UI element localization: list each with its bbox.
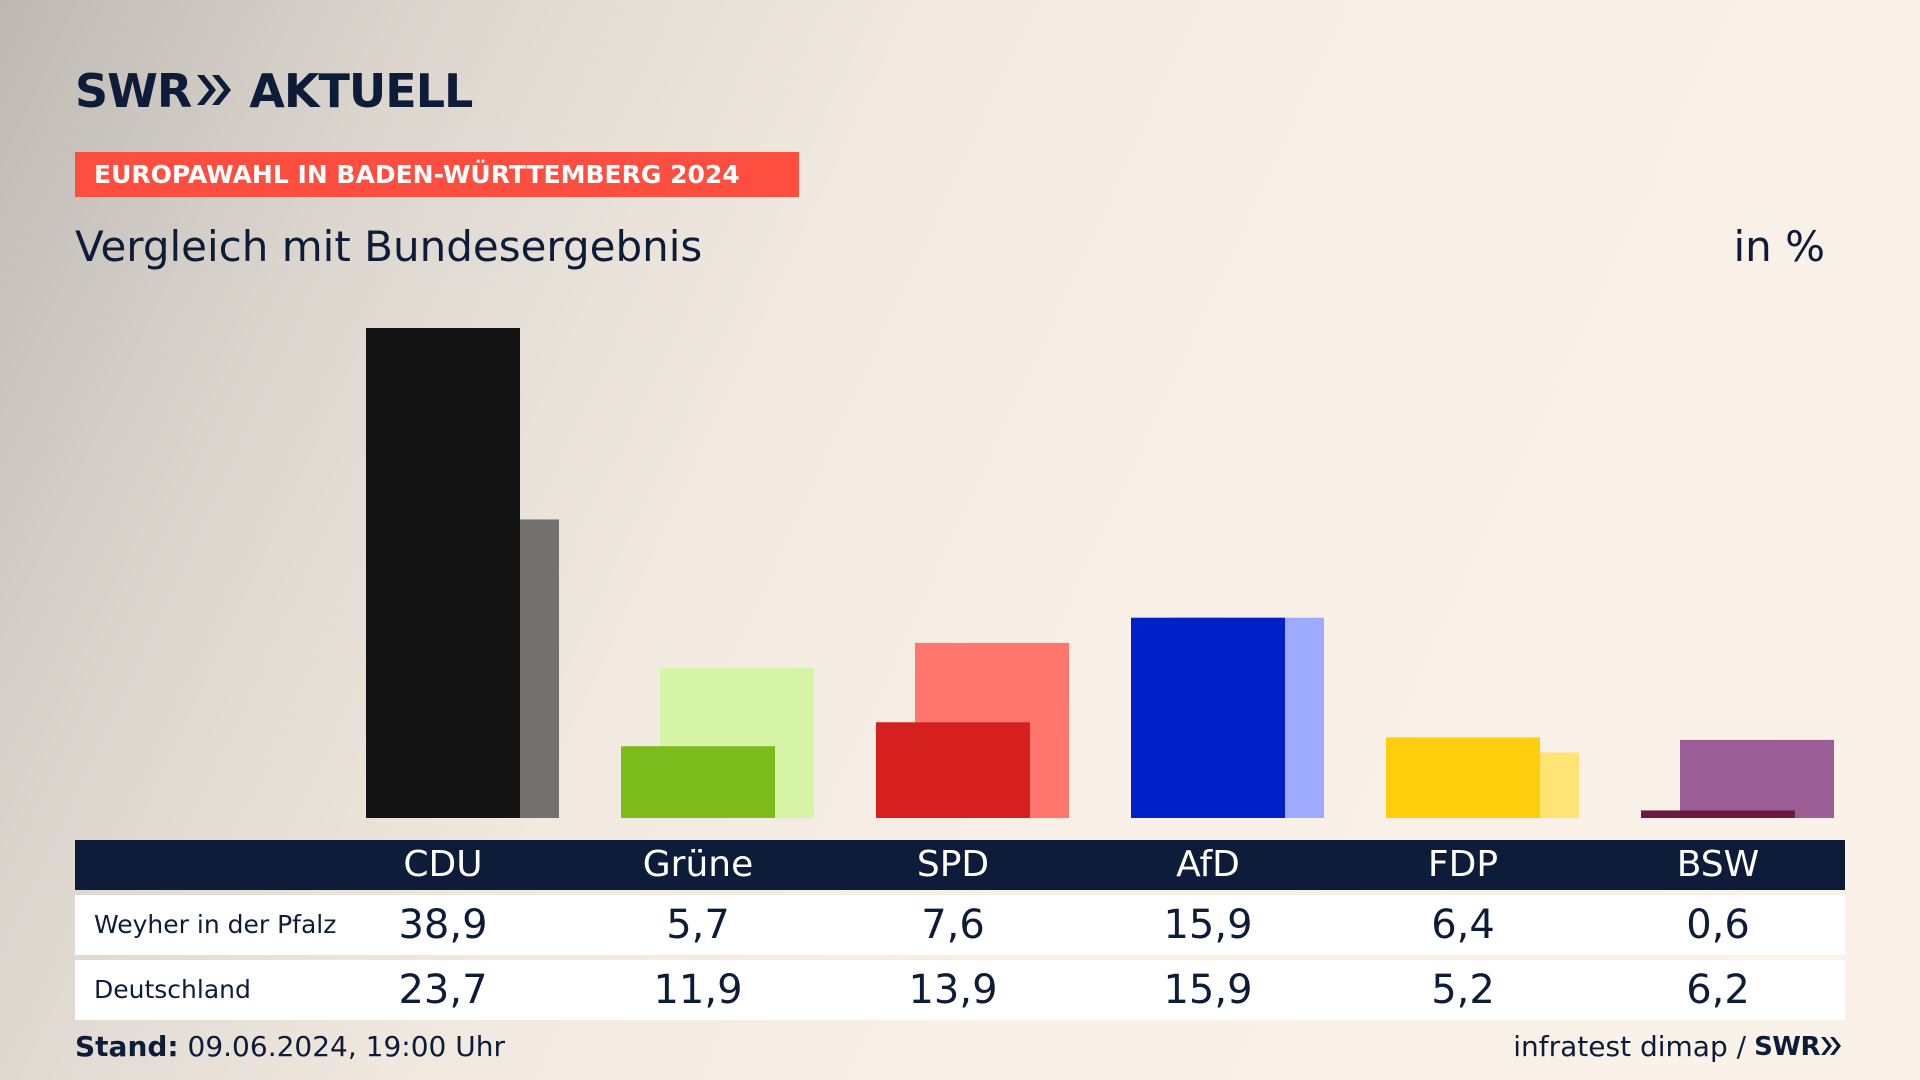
value-cdu-local: 38,9	[398, 902, 488, 948]
bar-bsw-local	[1641, 810, 1795, 818]
row-label-local: Weyher in der Pfalz	[94, 910, 337, 939]
party-label-cdu: CDU	[403, 844, 483, 885]
swr-logo-small: SWR	[1754, 1031, 1820, 1062]
party-label-afd: AfD	[1176, 844, 1240, 885]
value-bsw-national: 6,2	[1686, 967, 1750, 1013]
value-bsw-local: 0,6	[1686, 902, 1750, 948]
logo-brand: SWR	[75, 64, 192, 118]
source-credit: infratest dimap / SWR	[1513, 1030, 1842, 1063]
bar-spd-local	[876, 722, 1030, 818]
table-row: Weyher in der Pfalz 38,9 5,7 7,6 15,9 6,4 0,6	[75, 895, 1845, 955]
election-banner: EUROPAWAHL IN BADEN-WÜRTTEMBERG 2024	[75, 152, 799, 197]
value-spd-local: 7,6	[921, 902, 985, 948]
value-afd-local: 15,9	[1163, 902, 1253, 948]
double-chevron-right-icon	[1820, 1030, 1842, 1063]
bar-fdp-local	[1386, 737, 1540, 818]
table-header-row: CDU Grüne SPD AfD FDP BSW	[75, 840, 1845, 890]
party-label-fdp: FDP	[1427, 844, 1499, 885]
bar-gruene-local	[621, 746, 775, 818]
logo-suffix: AKTUELL	[249, 64, 473, 118]
double-chevron-right-icon	[195, 64, 233, 118]
row-label-national: Deutschland	[94, 975, 251, 1004]
table-row: Deutschland 23,7 11,9 13,9 15,9 5,2 6,2	[75, 960, 1845, 1020]
bar-afd-local	[1131, 617, 1285, 818]
party-label-gruene: Grüne	[642, 844, 754, 885]
stand-value: 09.06.2024, 19:00 Uhr	[187, 1030, 505, 1063]
stand-label: Stand:	[75, 1030, 179, 1063]
value-spd-national: 13,9	[908, 967, 998, 1013]
unit-label: in %	[1733, 222, 1825, 271]
value-fdp-local: 6,4	[1431, 902, 1495, 948]
value-gruene-national: 11,9	[653, 967, 743, 1013]
value-gruene-local: 5,7	[666, 902, 730, 948]
results-table: CDU Grüne SPD AfD FDP BSW Weyher in der Pfalz…	[75, 840, 1845, 1020]
bar-bsw-national	[1680, 739, 1834, 818]
source-text: infratest dimap /	[1513, 1030, 1747, 1063]
value-cdu-national: 23,7	[398, 967, 488, 1013]
party-label-spd: SPD	[916, 844, 990, 885]
bar-cdu-local	[366, 328, 520, 818]
value-fdp-national: 5,2	[1431, 967, 1495, 1013]
timestamp: Stand: 09.06.2024, 19:00 Uhr	[75, 1030, 505, 1063]
swr-aktuell-logo: SWR AKTUELL	[75, 64, 473, 118]
chart-subtitle: Vergleich mit Bundesergebnis	[75, 222, 703, 271]
party-label-bsw: BSW	[1676, 844, 1760, 885]
value-afd-national: 15,9	[1163, 967, 1253, 1013]
